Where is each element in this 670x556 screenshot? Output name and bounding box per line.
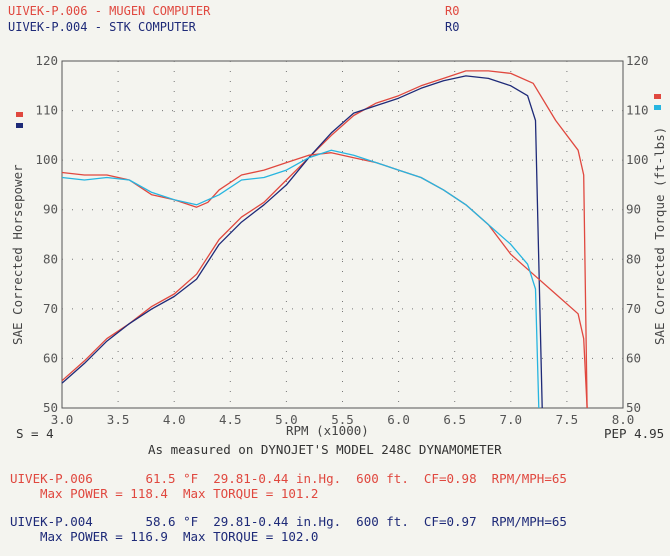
chart-grid xyxy=(61,60,624,409)
x-tick-label: 5.5 xyxy=(331,412,354,427)
run2-max-values: Max POWER = 116.9 Max TORQUE = 102.0 xyxy=(40,529,319,544)
left-axis-label: SAE Corrected Horsepower xyxy=(10,164,25,345)
legend-marker-left-2 xyxy=(16,123,23,128)
x-tick-label: 5.0 xyxy=(275,412,298,427)
y-tick-label-right: 50 xyxy=(626,400,641,415)
x-tick-label: 3.5 xyxy=(107,412,130,427)
y-tick-label-left: 80 xyxy=(43,251,58,266)
run1-conditions: UIVEK-P.006 61.5 °F 29.81-0.44 in.Hg. 60… xyxy=(10,471,567,486)
y-tick-label-right: 80 xyxy=(626,251,641,266)
x-tick-label: 6.0 xyxy=(387,412,410,427)
x-tick-label: 7.5 xyxy=(556,412,579,427)
x-tick-label: 4.0 xyxy=(163,412,186,427)
y-tick-label-left: 60 xyxy=(43,350,58,365)
run2-conditions: UIVEK-P.004 58.6 °F 29.81-0.44 in.Hg. 60… xyxy=(10,514,567,529)
x-axis-label: RPM (x1000) xyxy=(286,423,369,438)
x-tick-label: 8.0 xyxy=(612,412,635,427)
y-tick-label-left: 110 xyxy=(35,103,58,118)
chart-series xyxy=(61,70,588,409)
plot-frame xyxy=(61,60,624,409)
legend-run2-name: UIVEK-P.004 - STK COMPUTER xyxy=(8,20,196,34)
legend-run1-code: R0 xyxy=(445,4,460,18)
series-line-4 xyxy=(61,149,540,409)
pep-label: PEP 4.95 xyxy=(604,426,665,441)
y-tick-label-right: 60 xyxy=(626,350,641,365)
x-tick-label: 3.0 xyxy=(51,412,74,427)
x-tick-label: 6.5 xyxy=(443,412,466,427)
y-tick-label-right: 90 xyxy=(626,202,641,217)
y-tick-label-right: 110 xyxy=(626,103,649,118)
y-tick-label-left: 70 xyxy=(43,301,58,316)
legend-marker-right-1 xyxy=(654,94,661,99)
y-tick-label-right: 70 xyxy=(626,301,641,316)
smoothing-label: S = 4 xyxy=(16,426,54,441)
run1-max-values: Max POWER = 118.4 Max TORQUE = 101.2 xyxy=(40,486,319,501)
legend-run1-name: UIVEK-P.006 - MUGEN COMPUTER xyxy=(8,4,211,18)
y-tick-label-right: 100 xyxy=(626,152,649,167)
series-line-3 xyxy=(61,152,588,409)
legend-marker-left-1 xyxy=(16,112,23,117)
right-axis-label: SAE Corrected Torque (ft-lbs) xyxy=(652,127,667,345)
legend-run2-code: R0 xyxy=(445,20,460,34)
legend-marker-right-2 xyxy=(654,105,661,110)
series-line-2 xyxy=(61,75,543,409)
y-tick-label-left: 100 xyxy=(35,152,58,167)
x-tick-label: 4.5 xyxy=(219,412,242,427)
y-tick-label-left: 120 xyxy=(35,53,58,68)
measured-label: As measured on DYNOJET'S MODEL 248C DYNA… xyxy=(148,442,502,457)
y-tick-label-left: 90 xyxy=(43,202,58,217)
x-tick-label: 7.0 xyxy=(500,412,523,427)
y-tick-label-right: 120 xyxy=(626,53,649,68)
y-tick-label-left: 50 xyxy=(43,400,58,415)
series-line-1 xyxy=(61,70,588,409)
